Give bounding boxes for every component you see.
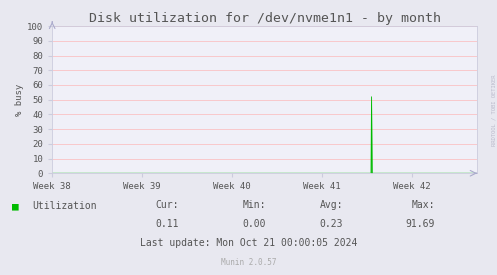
Text: Utilization: Utilization (32, 201, 97, 211)
Text: ■: ■ (12, 201, 19, 211)
Y-axis label: % busy: % busy (15, 84, 24, 116)
Text: Munin 2.0.57: Munin 2.0.57 (221, 258, 276, 266)
Text: Max:: Max: (412, 200, 435, 210)
Text: 0.11: 0.11 (156, 219, 179, 229)
Text: Last update: Mon Oct 21 00:00:05 2024: Last update: Mon Oct 21 00:00:05 2024 (140, 238, 357, 248)
Text: Avg:: Avg: (320, 200, 343, 210)
Title: Disk utilization for /dev/nvme1n1 - by month: Disk utilization for /dev/nvme1n1 - by m… (88, 12, 441, 25)
Text: Min:: Min: (243, 200, 266, 210)
Text: 0.00: 0.00 (243, 219, 266, 229)
Text: 91.69: 91.69 (406, 219, 435, 229)
Text: 0.23: 0.23 (320, 219, 343, 229)
Text: Cur:: Cur: (156, 200, 179, 210)
Text: RRDTOOL / TOBI OETIKER: RRDTOOL / TOBI OETIKER (491, 74, 496, 146)
